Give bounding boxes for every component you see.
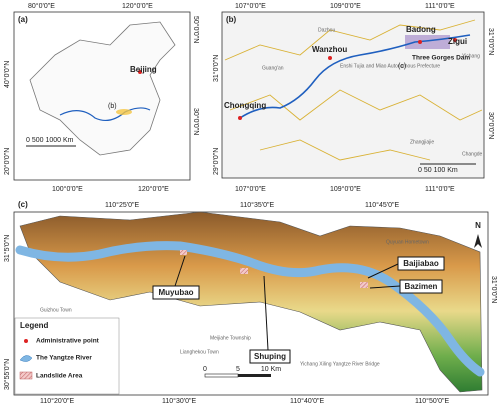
site-label: Baijiabao [403, 259, 439, 268]
lon-label: 110°50'0"E [415, 397, 449, 405]
lat-label: 31°0'0"N [490, 276, 498, 303]
panel-b: (b) Wanzhou Badong Zigui Chongqing Three… [212, 2, 495, 193]
panel-label: (c) [18, 200, 28, 209]
study-region [116, 109, 132, 115]
lat-label: 31°0'0"N [212, 55, 220, 82]
lat-label: 50°0'0"N [192, 16, 200, 43]
site-label: Shuping [254, 352, 286, 361]
lon-label: 110°35'0"E [240, 201, 274, 209]
minor-place: Yichang Xiling Yangtze River Bridge [300, 361, 380, 367]
landslide [180, 250, 187, 255]
legend-symbol [19, 371, 33, 380]
admin-point [453, 38, 457, 42]
lon-label: 80°0'0"E [28, 2, 55, 10]
leader [367, 263, 399, 279]
lat-label: 30°0'0"N [487, 112, 495, 139]
leader [174, 255, 186, 287]
inset-label: (b) [108, 103, 117, 110]
minor-place: Meijiahe Township [210, 335, 251, 341]
admin-point [328, 56, 332, 60]
minor-place: Dazhou [318, 27, 335, 33]
scale-label: 0 [203, 366, 207, 373]
place-label: Beijing [130, 65, 157, 74]
lon-label: 100°0'0"E [52, 185, 83, 193]
lon-label: 110°30'0"E [162, 397, 196, 405]
panel-label: (b) [226, 15, 237, 24]
minor-place: Quyuan Hometown [386, 239, 429, 245]
minor-place: Changde [462, 151, 483, 157]
country-outline [29, 21, 176, 156]
legend-title: Legend [20, 321, 49, 330]
scale-label: 5 [236, 366, 240, 373]
place-label: Three Gorges Dam [412, 55, 470, 62]
place-label: Zigui [448, 37, 467, 46]
lon-label: 120°0'0"E [122, 2, 153, 10]
panel-a: (a) Beijing (b) 0 500 1000 Km 80°0'0"E 1… [3, 2, 200, 193]
legend-symbol [24, 339, 28, 343]
lat-label: 20°0'0"N [3, 148, 11, 175]
label-box [249, 349, 291, 364]
lon-label: 110°25'0"E [105, 201, 139, 209]
inset-label: (c) [398, 63, 406, 70]
place-label: Chongqing [224, 101, 266, 110]
lat-label: 30°55'0"N [3, 359, 11, 390]
minor-place: Guizhou Town [40, 307, 72, 313]
scale-label: 10 Km [261, 366, 281, 373]
boundary [224, 19, 483, 161]
legend-symbol [19, 355, 33, 362]
legend-label: The Yangtze River [36, 355, 92, 362]
terrain [19, 211, 483, 393]
study-region [405, 35, 450, 49]
site-label: Muyubao [158, 288, 193, 297]
minor-place: Yichang [462, 53, 480, 59]
lon-label: 107°0'0"E [235, 2, 266, 10]
lon-label: 110°20'0"E [40, 397, 74, 405]
river [15, 241, 485, 377]
leader [263, 275, 269, 351]
admin-point [238, 116, 242, 120]
lon-label: 111°0'0"E [425, 2, 455, 10]
leader [369, 285, 401, 289]
label-box [397, 256, 445, 271]
scale-label: 0 500 1000 Km [26, 137, 74, 144]
minor-place: Lianghekou Town [180, 349, 219, 355]
landslide [360, 282, 368, 288]
region-label: Enshi Tujia and Miao Autonomous Prefectu… [340, 63, 440, 69]
lat-label: 30°0'0"N [192, 108, 200, 135]
lon-label: 109°0'0"E [330, 2, 361, 10]
lon-label: 111°0'0"E [425, 185, 455, 193]
label-box [399, 279, 443, 294]
scale-label: 0 50 100 Km [418, 167, 458, 174]
site-label: Bazimen [405, 282, 438, 291]
panel-c: (c) Muyubao Shuping Baijiabao Bazimen Qu… [3, 200, 498, 405]
lat-label: 31°5'0"N [3, 235, 11, 262]
place-label: Badong [406, 25, 436, 34]
capital-point [138, 70, 142, 74]
lon-label: 107°0'0"E [235, 185, 266, 193]
legend-label: Administrative point [36, 338, 100, 345]
legend [14, 317, 120, 395]
lat-label: 31°0'0"N [487, 28, 495, 55]
river [59, 107, 151, 122]
lon-label: 110°40'0"E [290, 397, 324, 405]
scale-bar [238, 374, 271, 377]
scale-bar [204, 373, 239, 378]
lon-label: 120°0'0"E [138, 185, 169, 193]
landslide [240, 268, 248, 274]
minor-place: Zhangjiajie [410, 139, 434, 145]
lon-label: 109°0'0"E [330, 185, 361, 193]
minor-place: Guang'an [262, 65, 284, 71]
admin-point [418, 40, 422, 44]
north-label: N [475, 221, 481, 230]
label-box [152, 285, 200, 300]
north-arrow [474, 234, 482, 248]
legend-label: Landslide Area [36, 373, 83, 380]
lat-label: 40°0'0"N [3, 61, 11, 88]
panel-label: (a) [18, 15, 28, 24]
lat-label: 29°0'0"N [212, 148, 220, 175]
lon-label: 110°45'0"E [365, 201, 399, 209]
place-label: Wanzhou [312, 45, 347, 54]
